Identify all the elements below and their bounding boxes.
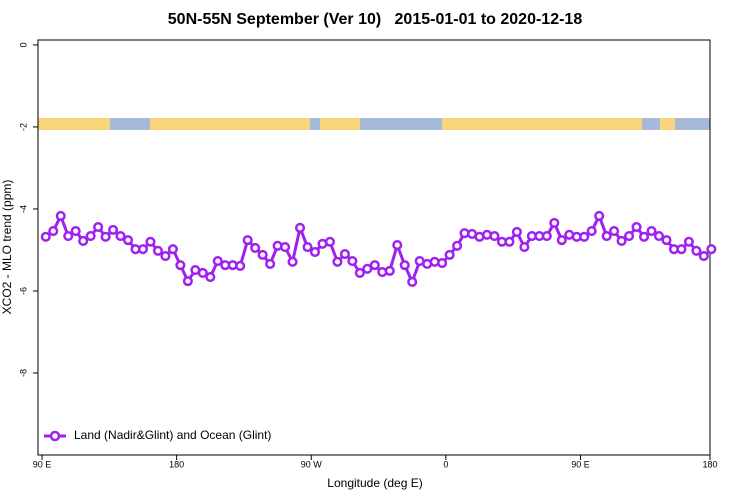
y-axis-label: XCO2 - MLO trend (ppm) [0,180,14,315]
data-point [280,242,291,253]
data-point [324,236,336,247]
data-point [93,221,104,233]
data-point [302,242,313,253]
data-point [444,249,455,260]
data-point [601,230,612,242]
data-point [519,242,530,253]
data-point [452,240,463,251]
data-point [175,260,186,271]
data-point [85,230,96,242]
data-point [706,244,717,255]
data-point [489,230,500,242]
data-point [294,222,306,233]
data-point [638,231,650,242]
x-tick-label: 180 [169,459,184,469]
data-point [78,235,89,246]
data-point [339,249,350,260]
data-point [205,271,216,283]
data-point [152,245,164,256]
data-point [646,226,657,237]
data-point [63,230,74,242]
data-point [257,249,268,260]
data-point [437,258,448,269]
data-point [616,235,627,246]
data-point [287,256,298,267]
legend-label: Land (Nadir&Glint) and Ocean (Glint) [74,428,271,442]
data-point [556,235,567,246]
data-point [115,230,126,242]
data-point [145,236,156,247]
y-tick-label: -4 [18,205,28,213]
data-point [235,260,246,272]
data-point [683,236,694,247]
data-point [362,263,373,274]
data-point [541,230,552,242]
data-point [212,255,223,267]
x-axis-label: Longitude (deg E) [327,476,422,490]
x-tick-label: 180 [702,459,717,469]
data-point [332,256,343,267]
legend: Land (Nadir&Glint) and Ocean (Glint) [44,428,271,442]
data-point [586,226,597,237]
data-point [676,244,687,255]
data-point [182,276,193,287]
data-point [653,230,665,242]
y-tick-label: 0 [18,42,28,47]
legend-marker [49,430,61,442]
data-point [242,235,253,246]
data-point [698,251,709,262]
data-point [108,224,119,235]
data-point [399,260,410,271]
data-point [55,210,66,221]
data-point [309,246,321,258]
data-point [549,217,560,228]
data-point [691,245,702,256]
data-point [347,255,358,267]
x-tick-label: 90 E [33,459,52,469]
land-ocean-mask [38,118,710,130]
data-point [624,230,635,242]
data-point [504,236,515,247]
data-point [594,210,605,221]
data-point [407,276,418,287]
data-point [369,260,380,271]
data-point [631,221,642,233]
x-tick-label: 90 E [571,459,590,469]
x-tick-label: 0 [443,459,448,469]
data-point [40,231,51,242]
y-tick-label: -2 [18,123,28,131]
data-point [609,226,620,237]
y-tick-label: -8 [18,369,28,377]
data-point [384,265,395,276]
data-point [167,244,178,255]
data-point [137,244,149,255]
y-tick-label: -6 [18,287,28,295]
data-point [70,226,81,237]
data-point [250,242,261,253]
data-point [122,235,134,246]
data-point [48,226,59,237]
data-point [100,231,111,242]
data-point [265,258,276,269]
x-tick-label: 90 W [301,459,323,469]
data-point [197,267,208,278]
data-point [392,239,403,251]
data-point [354,267,365,278]
chart-title: 50N-55N September (Ver 10) 2015-01-01 to… [168,11,583,28]
data-point [579,231,590,242]
data-point [511,226,522,237]
data-point [160,251,171,262]
data-point [661,235,672,246]
